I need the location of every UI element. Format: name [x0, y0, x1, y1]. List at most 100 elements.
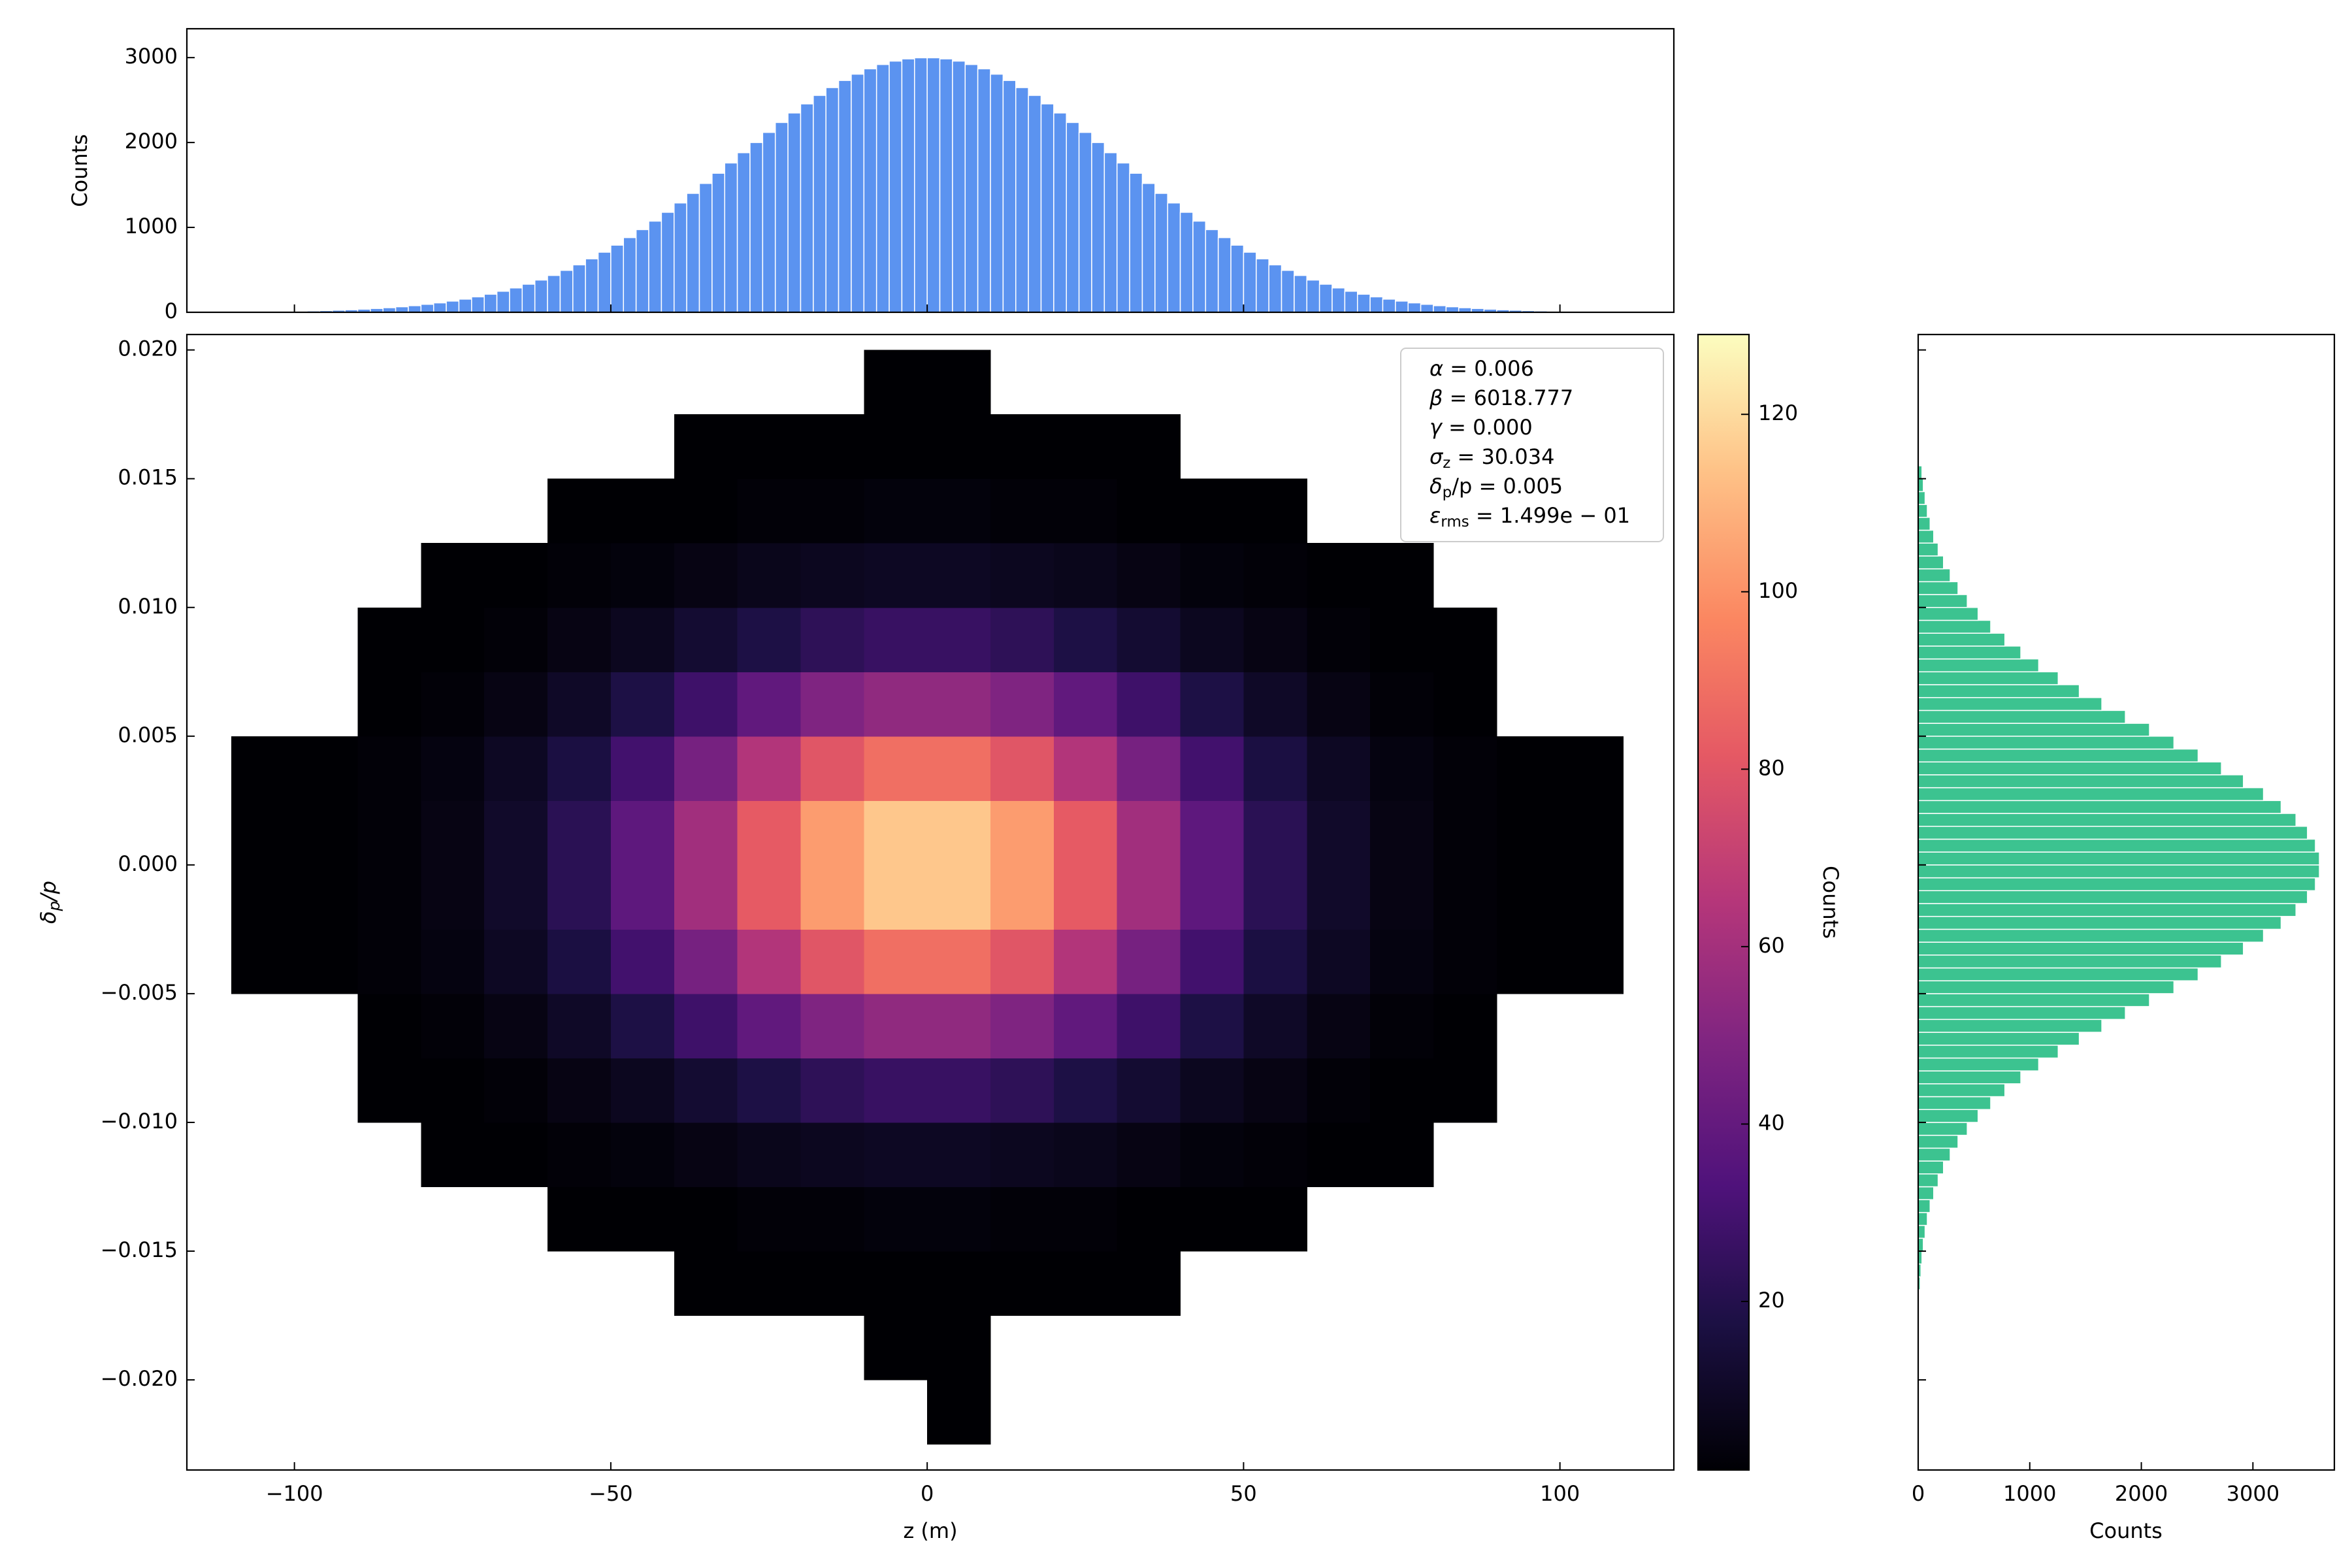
histogram-bar	[711, 172, 725, 313]
heatmap-cell	[1180, 1122, 1244, 1187]
heatmap-cell	[927, 1315, 991, 1380]
heatmap-cell	[610, 1186, 675, 1252]
histogram-bar	[420, 304, 434, 313]
heatmap-cell	[357, 864, 421, 930]
heatmap-cell	[1053, 993, 1118, 1058]
heatmap-cell	[1370, 607, 1434, 672]
annotation-symbol: β	[1429, 385, 1443, 410]
heatmap-cell	[484, 607, 548, 672]
heatmap-cell	[737, 1122, 801, 1187]
histogram-bar	[1918, 761, 2222, 776]
heatmap-cell	[1243, 478, 1307, 544]
top-hist-y-label: Counts	[67, 134, 92, 207]
heatmap-cell	[800, 1186, 864, 1252]
heatmap-cell	[927, 672, 991, 737]
heatmap-cell	[1307, 1122, 1371, 1187]
heatmap-cell	[1370, 993, 1434, 1058]
heatmap-cell	[737, 929, 801, 994]
heatmap-cell	[1053, 1122, 1118, 1187]
histogram-bar	[395, 306, 409, 313]
heatmap-cell	[864, 672, 928, 737]
histogram-bar	[1918, 980, 2175, 994]
heatmap-cell	[1180, 929, 1244, 994]
heatmap-cell	[610, 1122, 675, 1187]
heatmap-cell	[927, 1058, 991, 1123]
histogram-bar	[1918, 1070, 2021, 1085]
heatmap-cell	[927, 1380, 991, 1445]
heatmap-cell	[1370, 929, 1434, 994]
heatmap-cell	[421, 607, 485, 672]
heatmap-cell	[864, 864, 928, 930]
heatmap-cell	[421, 672, 485, 737]
heatmap-cell	[800, 1122, 864, 1187]
histogram-bar	[623, 237, 637, 313]
histogram-bar	[1918, 825, 2308, 840]
heatmap-cell	[610, 543, 675, 608]
histogram-bar	[1918, 555, 1944, 570]
histogram-bar	[952, 60, 966, 313]
histogram-bar	[1256, 258, 1269, 313]
heatmap-cell	[737, 993, 801, 1058]
heatmap-cell	[1053, 1186, 1118, 1252]
y-tick-label: 2000	[125, 129, 178, 154]
histogram-bar	[1344, 291, 1358, 313]
histogram-bar	[1002, 80, 1017, 313]
histogram-bar	[1205, 229, 1219, 313]
histogram-bar	[1918, 813, 2297, 827]
heatmap-cell	[421, 929, 485, 994]
heatmap-cell	[1180, 478, 1244, 544]
histogram-bar	[1918, 542, 1939, 557]
heatmap-cell	[990, 607, 1054, 672]
heatmap-cell	[1307, 864, 1371, 930]
histogram-bar	[1918, 877, 2316, 892]
heatmap-cell	[1307, 607, 1371, 672]
y-tick-label: 0.010	[118, 594, 178, 619]
histogram-bar	[1918, 684, 2080, 698]
heatmap-cell	[1496, 736, 1561, 801]
histogram-bar	[1918, 1083, 2006, 1098]
histogram-bar	[1103, 152, 1118, 313]
heatmap-cell	[1433, 864, 1497, 930]
heatmap-cell	[484, 672, 548, 737]
histogram-bar	[1918, 748, 2199, 762]
heatmap-cell	[1180, 543, 1244, 608]
heatmap-cell	[547, 672, 612, 737]
heatmap-cell	[357, 736, 421, 801]
heatmap-cell	[484, 736, 548, 801]
heatmap-cell	[1433, 672, 1497, 737]
histogram-bar	[1918, 1160, 1944, 1175]
heatmap-cell	[1496, 864, 1561, 930]
heatmap-cell	[1243, 736, 1307, 801]
heatmap-cell	[737, 1251, 801, 1316]
histogram-bar	[1433, 305, 1447, 313]
heatmap-cell	[864, 736, 928, 801]
histogram-bar	[1918, 967, 2199, 981]
heatmap-cell	[737, 607, 801, 672]
x-tick-label: 0	[921, 1481, 934, 1506]
annotation-text: = 0.006	[1443, 356, 1534, 381]
annotation-box	[1400, 348, 1664, 542]
histogram-bar	[1918, 1212, 1928, 1226]
heatmap-cell	[1053, 672, 1118, 737]
heatmap-cell	[231, 929, 295, 994]
x-tick-label: 50	[1230, 1481, 1257, 1506]
heatmap-cell	[610, 736, 675, 801]
heatmap-cell	[990, 864, 1054, 930]
annotation-symbol: σ	[1429, 444, 1444, 469]
heatmap-cell	[1117, 478, 1181, 544]
heatmap-cell	[484, 1058, 548, 1123]
histogram-bar	[762, 131, 776, 313]
heatmap-cell	[610, 929, 675, 994]
histogram-bar	[875, 63, 890, 313]
heatmap-cell	[421, 1122, 485, 1187]
histogram-bar	[1918, 568, 1951, 583]
histogram-bar	[1318, 284, 1333, 313]
heatmap-cell	[927, 736, 991, 801]
heatmap-cell	[610, 607, 675, 672]
histogram-bar	[774, 122, 789, 313]
heatmap-cell	[1053, 864, 1118, 930]
histogram-bar	[458, 299, 472, 313]
annotation-text: = 0.000	[1442, 415, 1533, 440]
heatmap-cell	[800, 800, 864, 866]
histogram-bar	[496, 291, 510, 313]
